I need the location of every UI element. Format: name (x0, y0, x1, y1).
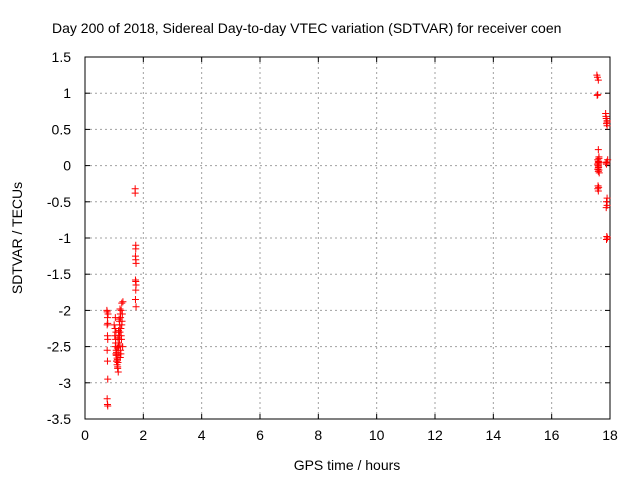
x-axis-label: GPS time / hours (294, 457, 401, 473)
data-point (132, 245, 140, 253)
y-tick-label: -2 (59, 302, 72, 318)
chart-title: Day 200 of 2018, Sidereal Day-to-day VTE… (52, 20, 561, 36)
data-point (112, 351, 120, 359)
data-point (117, 306, 125, 314)
data-point (594, 146, 602, 154)
data-point (104, 402, 112, 410)
data-point (602, 204, 610, 212)
data-point (602, 112, 610, 120)
data-point (116, 305, 124, 313)
y-tick-label: 1 (63, 85, 71, 101)
x-tick-label: 10 (369, 427, 385, 443)
data-point (119, 343, 127, 351)
grid (85, 57, 610, 419)
data-point (603, 194, 611, 202)
data-point (118, 321, 126, 329)
data-point (132, 303, 140, 311)
data-points (103, 71, 612, 410)
y-tick-label: -1.5 (47, 266, 71, 282)
data-point (131, 189, 139, 197)
data-point (603, 158, 611, 166)
x-tick-label: 0 (81, 427, 89, 443)
data-point (118, 310, 126, 318)
y-tick-label: -3.5 (47, 411, 71, 427)
data-point (593, 91, 601, 99)
x-tick-label: 18 (602, 427, 618, 443)
x-tick-label: 2 (139, 427, 147, 443)
data-point (131, 296, 139, 304)
x-tick-label: 12 (427, 427, 443, 443)
data-point (103, 357, 111, 365)
x-tick-label: 14 (486, 427, 502, 443)
data-point (594, 187, 602, 195)
data-point (602, 159, 610, 167)
data-point (114, 334, 122, 342)
data-point (104, 319, 112, 327)
data-point (594, 91, 602, 99)
x-tick-labels: 0 2 4 6 8 10 12 14 16 18 (81, 427, 618, 443)
data-point (114, 368, 122, 376)
data-point (104, 335, 112, 343)
data-point (117, 325, 125, 332)
data-point (132, 286, 140, 294)
data-point (593, 73, 601, 81)
y-tick-label: 0.5 (52, 121, 72, 137)
data-point (113, 357, 121, 365)
y-tick-labels: -3.5 -3 -2.5 -2 -1.5 -1 -0.5 0 0.5 1 1.5 (47, 49, 71, 427)
y-tick-label: -3 (59, 375, 72, 391)
data-point (603, 235, 610, 243)
x-tick-label: 4 (198, 427, 206, 443)
data-point (603, 234, 611, 242)
x-tick-label: 8 (314, 427, 322, 443)
y-tick-label: 1.5 (52, 49, 72, 65)
data-point (103, 321, 111, 329)
y-tick-label: -0.5 (47, 194, 71, 210)
y-axis-label: SDTVAR / TECUs (9, 182, 25, 294)
y-tick-label: -1 (59, 230, 72, 246)
data-point (115, 315, 123, 323)
data-point (119, 298, 127, 306)
data-point (595, 166, 603, 174)
data-point (114, 363, 122, 371)
data-point (111, 314, 119, 322)
y-tick-label: -2.5 (47, 339, 71, 355)
data-point (603, 117, 611, 125)
x-tick-label: 6 (256, 427, 264, 443)
data-point (594, 76, 602, 84)
y-tick-label: 0 (63, 158, 71, 174)
data-point (104, 375, 112, 383)
data-point (118, 299, 126, 307)
data-point (116, 353, 124, 361)
x-tick-label: 16 (544, 427, 560, 443)
axis-ticks (84, 56, 611, 420)
data-point (116, 341, 124, 349)
data-point (103, 346, 111, 354)
data-point (132, 259, 140, 267)
data-point (104, 310, 112, 318)
